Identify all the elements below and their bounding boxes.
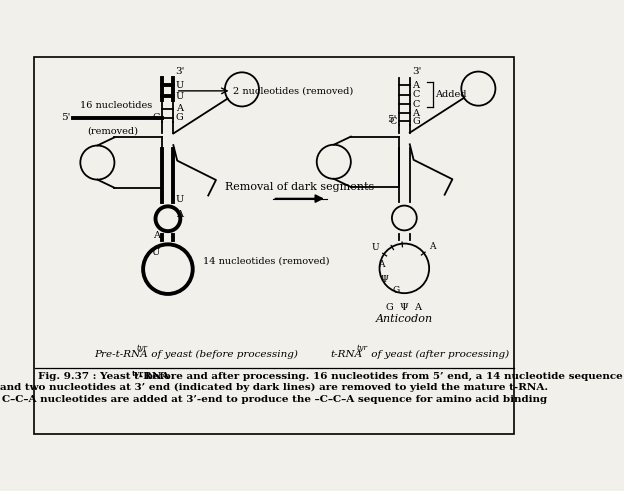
- Text: 16 nucleotides: 16 nucleotides: [79, 101, 152, 110]
- Text: Pre-t-RNA: Pre-t-RNA: [94, 350, 148, 359]
- Text: A: A: [153, 231, 160, 241]
- Text: 3': 3': [412, 67, 421, 76]
- Text: of yeast (after processing): of yeast (after processing): [368, 350, 509, 359]
- Text: G: G: [176, 113, 183, 122]
- Text: A: A: [412, 109, 419, 118]
- Text: G: G: [412, 116, 420, 126]
- Text: (removed): (removed): [87, 127, 139, 136]
- Text: C: C: [412, 90, 419, 99]
- Text: G: G: [392, 286, 400, 295]
- Text: 5': 5': [388, 115, 397, 124]
- Text: Fig. 9.37 : Yeast t-RNA: Fig. 9.37 : Yeast t-RNA: [39, 372, 170, 381]
- Text: C: C: [389, 116, 397, 126]
- Text: C–C–A nucleotides are added at 3’-end to produce the –C–C–A sequence for amino a: C–C–A nucleotides are added at 3’-end to…: [1, 395, 547, 404]
- Text: C: C: [412, 100, 419, 109]
- Text: C: C: [153, 113, 160, 122]
- Text: U: U: [152, 248, 160, 257]
- Text: A: A: [176, 104, 183, 113]
- Text: 5': 5': [61, 113, 71, 122]
- Text: tyr: tyr: [357, 344, 368, 352]
- Text: of yeast (before processing): of yeast (before processing): [148, 350, 298, 359]
- Text: G  Ψ  A: G Ψ A: [386, 303, 422, 312]
- Text: A: A: [176, 210, 183, 219]
- Text: U: U: [371, 244, 379, 252]
- Text: tyr: tyr: [137, 344, 148, 352]
- Text: Ψ: Ψ: [380, 275, 388, 284]
- Text: t-RNA: t-RNA: [331, 350, 363, 359]
- Text: Added: Added: [436, 90, 467, 99]
- Text: A: A: [429, 242, 436, 251]
- Text: Removal of dark segments: Removal of dark segments: [225, 182, 374, 192]
- Text: 14 nucleotides (removed): 14 nucleotides (removed): [203, 257, 329, 266]
- Text: before and after processing. 16 nucleotides from 5’ end, a 14 nucleotide sequenc: before and after processing. 16 nucleoti…: [142, 372, 623, 381]
- Text: tyr: tyr: [132, 370, 144, 378]
- Text: U: U: [176, 92, 184, 101]
- Text: U: U: [176, 81, 184, 90]
- Text: U: U: [176, 195, 184, 204]
- Text: 2 nucleotides (removed): 2 nucleotides (removed): [233, 86, 353, 95]
- Text: 3': 3': [176, 67, 185, 76]
- Text: A: A: [378, 260, 384, 269]
- Text: A: A: [412, 81, 419, 90]
- Text: Anticodon: Anticodon: [376, 314, 433, 324]
- Text: and two nucleotides at 3’ end (indicated by dark lines) are removed to yield the: and two nucleotides at 3’ end (indicated…: [0, 383, 548, 392]
